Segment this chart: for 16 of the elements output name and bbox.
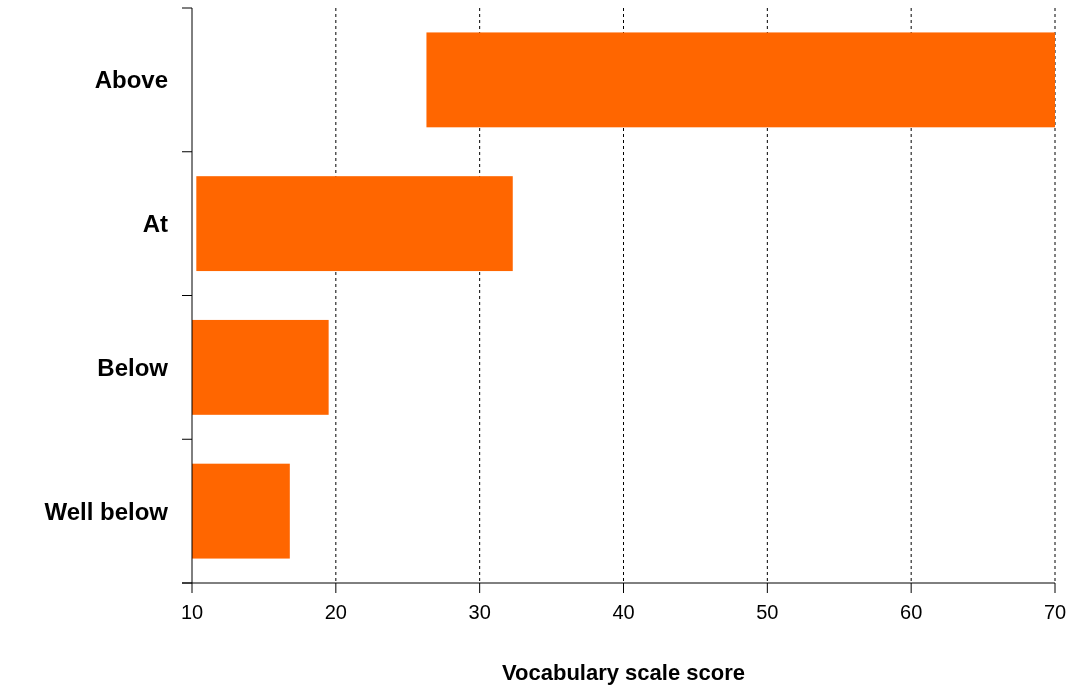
x-tick-label: 40 xyxy=(612,601,635,623)
x-tick-label: 30 xyxy=(468,601,491,623)
x-tick-label: 10 xyxy=(180,601,204,623)
x-tick-label: 70 xyxy=(1043,601,1067,623)
y-tick-label: Well below xyxy=(44,497,169,525)
bar xyxy=(192,463,290,559)
bar xyxy=(192,319,329,415)
x-tick-label: 60 xyxy=(900,601,923,623)
bar xyxy=(426,32,1055,128)
bar xyxy=(196,176,513,272)
y-tick-label: Above xyxy=(94,66,168,94)
y-tick-label: At xyxy=(142,210,168,238)
x-axis-title: Vocabulary scale score xyxy=(502,660,745,685)
x-tick-label: 20 xyxy=(324,601,347,623)
y-tick-label: Below xyxy=(97,353,169,381)
x-tick-label: 50 xyxy=(756,601,779,623)
